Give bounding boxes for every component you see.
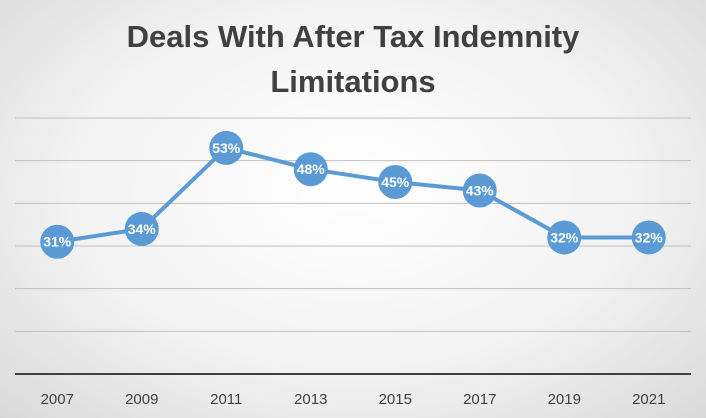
chart-title-line-2: Limitations [270, 64, 436, 99]
data-point [209, 130, 244, 165]
data-point [378, 165, 413, 199]
data-label: 45% [381, 174, 410, 190]
x-tick-label: 2019 [548, 391, 581, 408]
data-label: 32% [635, 229, 664, 245]
data-point [462, 173, 497, 208]
data-point [293, 152, 328, 187]
data-label: 32% [550, 229, 579, 245]
x-tick-label: 2017 [463, 391, 496, 408]
data-label: 34% [128, 221, 157, 237]
data-point [124, 211, 159, 246]
x-tick-label: 2007 [41, 391, 74, 408]
x-tick-label: 2015 [379, 391, 412, 408]
data-label: 48% [297, 161, 326, 177]
data-point [547, 220, 582, 255]
data-label: 31% [43, 234, 72, 250]
x-tick-label: 2011 [210, 391, 242, 408]
chart-title-line-1: Deals With After Tax Indemnity [126, 19, 580, 54]
data-point [631, 220, 666, 255]
data-point [40, 224, 75, 259]
data-label: 53% [212, 140, 241, 156]
x-tick-label: 2013 [294, 391, 327, 408]
chart-title: Deals With After Tax Indemnity Limitatio… [0, 14, 706, 104]
x-tick-label: 2009 [125, 391, 158, 408]
data-label: 43% [466, 183, 495, 199]
x-tick-label: 2021 [632, 391, 665, 408]
